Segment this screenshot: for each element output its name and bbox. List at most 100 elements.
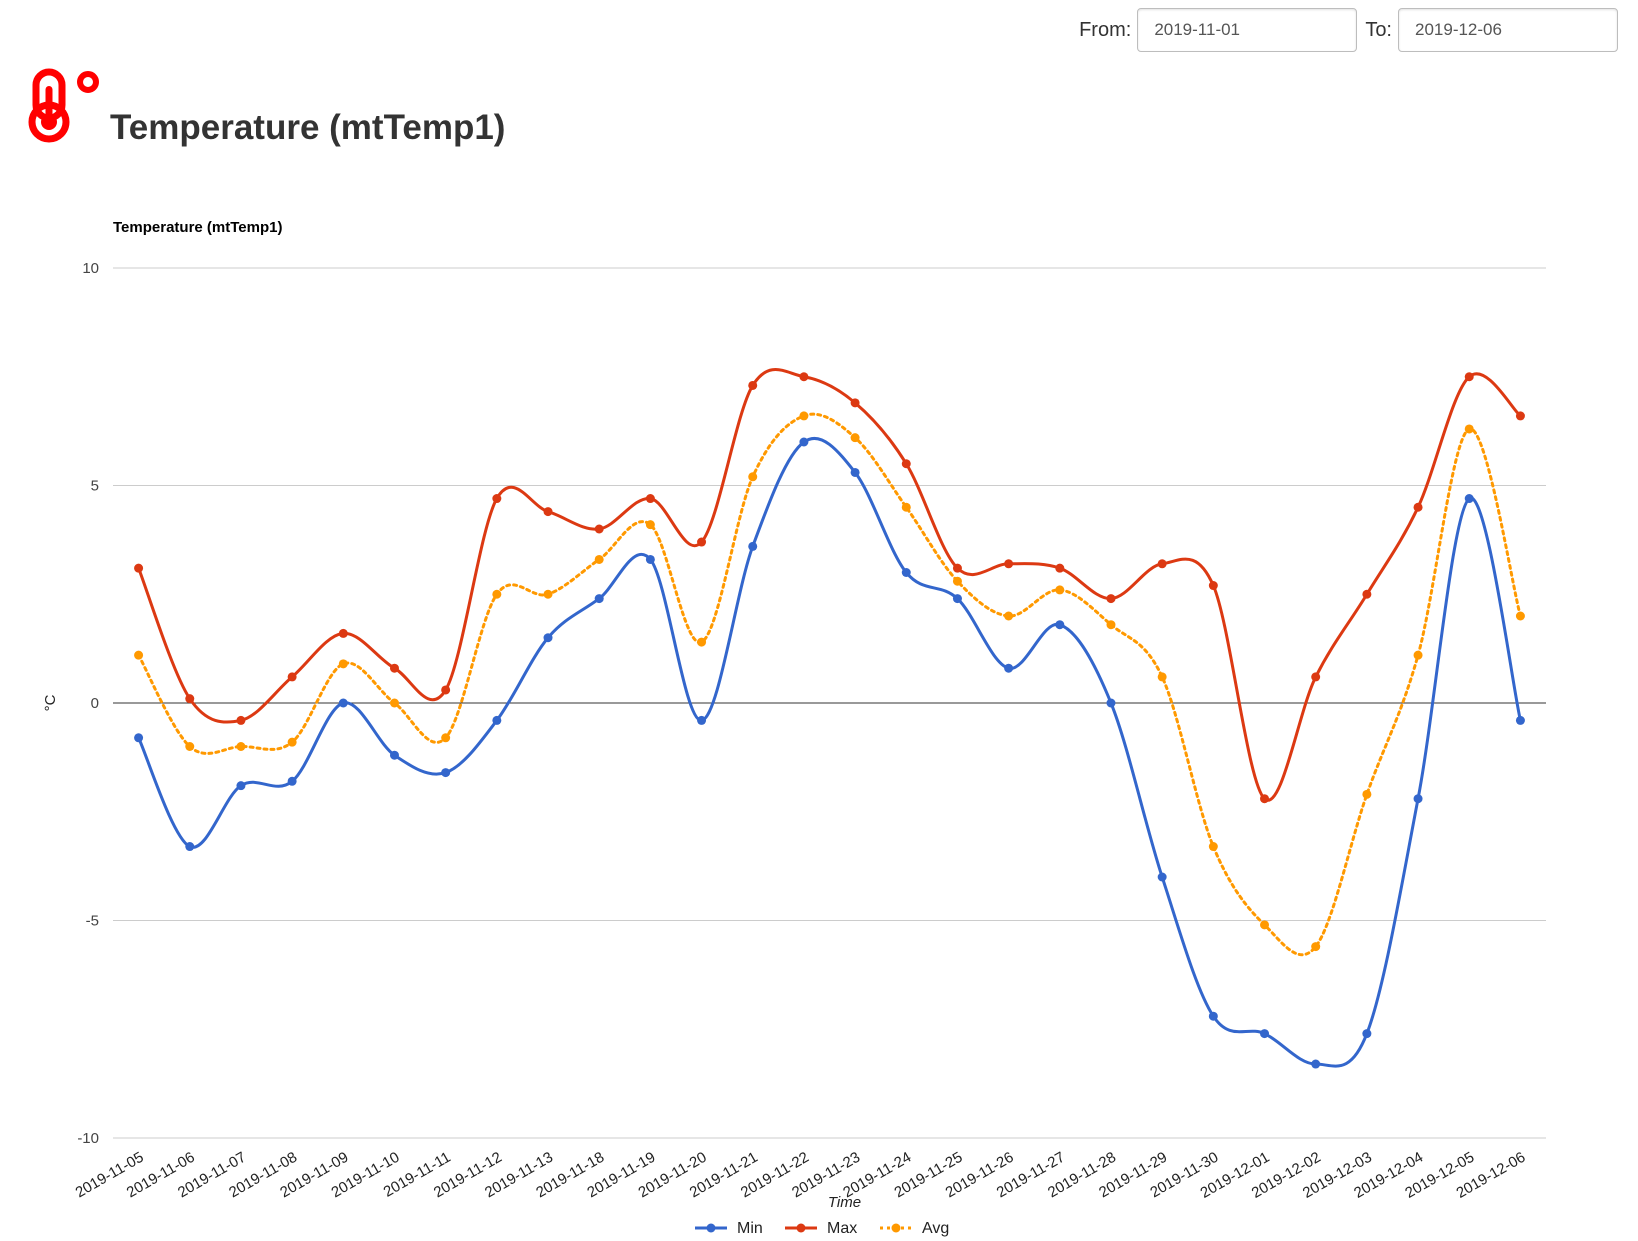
data-point-avg[interactable] bbox=[594, 554, 604, 564]
data-point-max[interactable] bbox=[492, 494, 502, 504]
data-point-max[interactable] bbox=[1362, 589, 1372, 599]
data-point-avg[interactable] bbox=[543, 589, 553, 599]
data-point-max[interactable] bbox=[1055, 563, 1065, 573]
data-point-max[interactable] bbox=[1464, 372, 1474, 382]
chart-grid bbox=[113, 267, 1546, 1139]
data-point-avg[interactable] bbox=[952, 576, 962, 586]
data-point-max[interactable] bbox=[1208, 581, 1218, 591]
data-point-avg[interactable] bbox=[697, 637, 707, 647]
data-point-max[interactable] bbox=[389, 663, 399, 673]
data-point-min[interactable] bbox=[697, 715, 707, 725]
data-point-avg[interactable] bbox=[1311, 942, 1321, 952]
data-point-max[interactable] bbox=[1515, 411, 1525, 421]
y-tick-label: 5 bbox=[91, 478, 99, 495]
data-point-min[interactable] bbox=[645, 554, 655, 564]
data-point-avg[interactable] bbox=[492, 589, 502, 599]
data-point-min[interactable] bbox=[748, 541, 758, 551]
data-point-min[interactable] bbox=[543, 633, 553, 643]
data-point-avg[interactable] bbox=[901, 502, 911, 512]
to-date-input[interactable] bbox=[1398, 8, 1618, 52]
data-point-avg[interactable] bbox=[1362, 789, 1372, 799]
data-point-max[interactable] bbox=[1004, 559, 1014, 569]
data-point-avg[interactable] bbox=[799, 411, 809, 421]
temperature-line-chart: Temperature (mtTemp1) 10 5 0 -5 -10 °C 2019-… bbox=[42, 219, 1546, 1237]
data-point-max[interactable] bbox=[287, 672, 297, 682]
data-point-min[interactable] bbox=[389, 750, 399, 760]
data-point-avg[interactable] bbox=[1157, 672, 1167, 682]
data-point-avg[interactable] bbox=[134, 650, 144, 660]
legend-item-max[interactable]: Max bbox=[785, 1220, 857, 1237]
legend-item-min[interactable]: Min bbox=[695, 1220, 763, 1237]
data-point-min[interactable] bbox=[1413, 794, 1423, 804]
data-point-min[interactable] bbox=[1106, 698, 1116, 708]
data-point-avg[interactable] bbox=[645, 520, 655, 530]
data-point-min[interactable] bbox=[1311, 1059, 1321, 1069]
data-point-min[interactable] bbox=[236, 781, 246, 791]
data-point-avg[interactable] bbox=[236, 742, 246, 751]
data-point-max[interactable] bbox=[645, 494, 655, 504]
legend-label-avg: Avg bbox=[922, 1220, 949, 1237]
data-point-avg[interactable] bbox=[1055, 585, 1065, 595]
data-point-max[interactable] bbox=[748, 380, 758, 390]
data-point-min[interactable] bbox=[850, 467, 860, 477]
data-point-max[interactable] bbox=[952, 563, 962, 573]
data-point-max[interactable] bbox=[1157, 559, 1167, 569]
data-point-min[interactable] bbox=[952, 594, 962, 604]
data-point-avg[interactable] bbox=[1106, 620, 1116, 630]
data-point-avg[interactable] bbox=[1208, 842, 1218, 852]
data-point-min[interactable] bbox=[901, 568, 911, 577]
data-point-min[interactable] bbox=[185, 842, 195, 852]
data-point-min[interactable] bbox=[1464, 494, 1474, 504]
legend-item-avg[interactable]: Avg bbox=[880, 1220, 949, 1237]
data-point-max[interactable] bbox=[799, 372, 809, 382]
data-point-max[interactable] bbox=[134, 563, 144, 573]
data-point-min[interactable] bbox=[1004, 663, 1014, 673]
legend-marker-avg bbox=[891, 1223, 901, 1233]
data-point-avg[interactable] bbox=[1464, 424, 1474, 434]
data-point-max[interactable] bbox=[1106, 594, 1116, 604]
thermometer-celsius-icon bbox=[28, 68, 104, 149]
data-point-avg[interactable] bbox=[1413, 650, 1423, 660]
x-axis-ticks: 2019-11-052019-11-062019-11-072019-11-08… bbox=[73, 1149, 1529, 1202]
data-point-max[interactable] bbox=[543, 507, 553, 517]
data-point-avg[interactable] bbox=[185, 742, 195, 751]
data-point-max[interactable] bbox=[697, 537, 707, 547]
data-point-max[interactable] bbox=[901, 459, 911, 469]
data-point-avg[interactable] bbox=[389, 698, 399, 708]
data-point-max[interactable] bbox=[1413, 502, 1423, 512]
data-point-max[interactable] bbox=[185, 694, 195, 704]
data-point-min[interactable] bbox=[441, 768, 451, 778]
data-point-avg[interactable] bbox=[1260, 920, 1270, 930]
data-point-avg[interactable] bbox=[1004, 611, 1014, 621]
data-point-min[interactable] bbox=[1362, 1029, 1372, 1039]
data-point-avg[interactable] bbox=[338, 659, 348, 669]
data-point-avg[interactable] bbox=[748, 472, 758, 482]
data-point-max[interactable] bbox=[850, 398, 860, 408]
data-point-avg[interactable] bbox=[287, 737, 297, 747]
data-point-max[interactable] bbox=[594, 524, 604, 534]
data-point-min[interactable] bbox=[1260, 1029, 1270, 1039]
data-point-min[interactable] bbox=[1157, 872, 1167, 882]
data-point-min[interactable] bbox=[492, 715, 502, 725]
series-line-min bbox=[137, 436, 1522, 1068]
data-point-min[interactable] bbox=[134, 733, 144, 743]
from-date-input[interactable] bbox=[1137, 8, 1358, 52]
data-point-min[interactable] bbox=[1208, 1011, 1218, 1021]
series-min bbox=[134, 436, 1525, 1069]
data-point-min[interactable] bbox=[1055, 620, 1065, 630]
data-point-max[interactable] bbox=[1311, 672, 1321, 682]
legend-label-max: Max bbox=[827, 1220, 857, 1237]
data-point-min[interactable] bbox=[594, 594, 604, 604]
data-point-max[interactable] bbox=[1260, 794, 1270, 804]
data-point-min[interactable] bbox=[287, 776, 297, 786]
data-point-min[interactable] bbox=[338, 698, 348, 708]
data-point-avg[interactable] bbox=[850, 433, 860, 443]
data-point-max[interactable] bbox=[441, 685, 451, 695]
data-point-avg[interactable] bbox=[1515, 611, 1525, 621]
data-point-max[interactable] bbox=[236, 715, 246, 725]
data-point-max[interactable] bbox=[338, 628, 348, 638]
data-point-min[interactable] bbox=[1515, 715, 1525, 725]
data-point-min[interactable] bbox=[799, 437, 809, 447]
from-label: From: bbox=[1079, 18, 1132, 41]
data-point-avg[interactable] bbox=[441, 733, 451, 743]
